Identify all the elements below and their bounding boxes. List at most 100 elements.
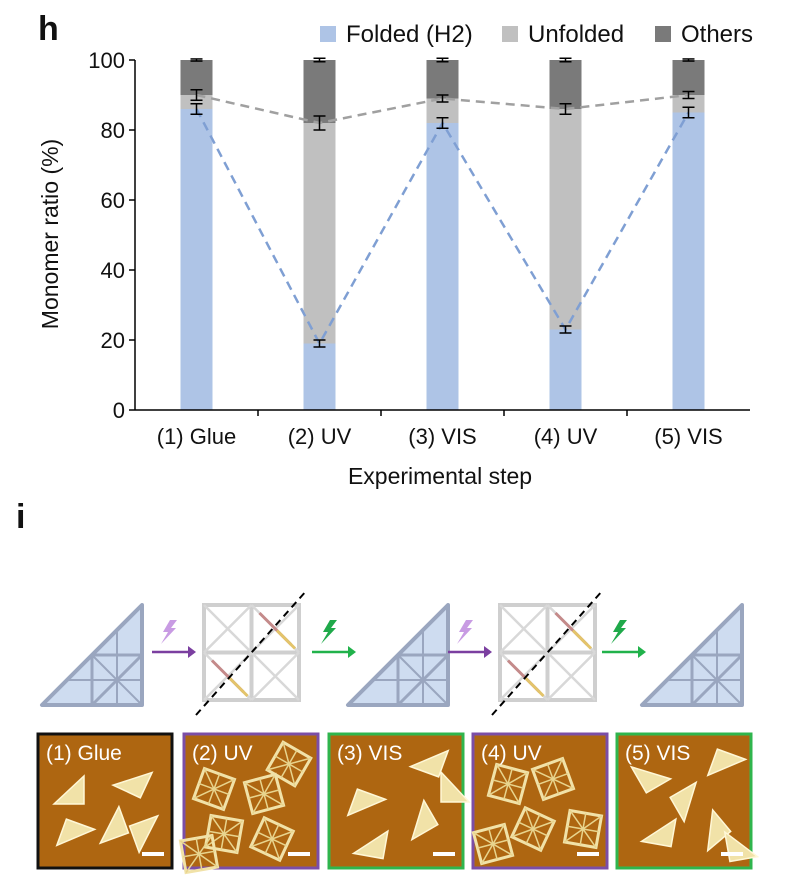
chart-legend: Folded (H2) Unfolded Others xyxy=(320,21,753,48)
chart-error-bars xyxy=(190,57,695,348)
afm-triangle-2 xyxy=(111,771,154,799)
bar-4-others xyxy=(549,60,582,109)
bar-5-others xyxy=(672,60,705,95)
afm-square-lattice-2 xyxy=(532,758,574,800)
afm-label-3: (3) VIS xyxy=(337,742,402,765)
arrow-head-icon xyxy=(188,646,196,658)
scale-bar xyxy=(433,852,455,856)
afm-square-lattice-3 xyxy=(511,807,555,851)
y-tick-label-60: 60 xyxy=(101,188,125,213)
folded-triangle-3 xyxy=(346,603,450,707)
bar-4-folded-h2 xyxy=(549,329,582,410)
afm-square-lattice-5 xyxy=(250,817,294,861)
origami-schematics xyxy=(40,590,744,716)
legend-swatch-3 xyxy=(655,26,671,42)
bar-1-unfolded xyxy=(180,95,213,109)
y-tick-label-20: 20 xyxy=(101,328,125,353)
legend-label-1: Folded (H2) xyxy=(346,21,473,48)
afm-label-4: (4) UV xyxy=(481,742,542,765)
bar-2-others xyxy=(303,60,336,123)
afm-triangle-3 xyxy=(706,748,748,777)
y-tick-label-0: 0 xyxy=(113,398,125,423)
arrow-head-icon xyxy=(484,646,492,658)
lightning-icon xyxy=(457,620,473,644)
afm-square-lattice-3 xyxy=(266,741,312,787)
afm-image-1: (1) Glue xyxy=(36,732,174,870)
bar-1-folded-h2 xyxy=(180,109,213,410)
uv-light-arrow-1 xyxy=(152,620,196,658)
stacked-bar-chart: Folded (H2) Unfolded Others 0 20 40 60 80 100 (1… xyxy=(37,21,753,489)
uv-light-arrow-3 xyxy=(448,620,492,658)
x-tick-label-2: (2) UV xyxy=(288,424,352,449)
scale-bar xyxy=(142,852,164,856)
bar-4-unfolded xyxy=(549,109,582,330)
afm-label-5: (5) VIS xyxy=(625,742,690,765)
afm-triangle-5 xyxy=(639,817,677,848)
afm-triangle-3 xyxy=(410,798,439,842)
afm-triangle-5 xyxy=(128,814,160,855)
afm-label-2: (2) UV xyxy=(192,742,253,765)
arrow-head-icon xyxy=(638,646,646,658)
vis-light-arrow-2 xyxy=(312,620,356,658)
lightning-icon xyxy=(321,620,337,644)
afm-triangle-2 xyxy=(669,780,698,824)
afm-image-3: (3) VIS xyxy=(327,732,471,870)
afm-image-4: (4) UV xyxy=(471,732,609,870)
afm-square-lattice-6 xyxy=(180,835,218,873)
afm-square-lattice-5 xyxy=(473,824,513,864)
afm-square-lattice-1 xyxy=(193,768,235,810)
afm-triangle-3 xyxy=(98,804,130,845)
chart-axes: 0 20 40 60 80 100 (1) Glue (2) UV (3) VIS (4) UV (… xyxy=(88,48,750,449)
afm-triangle-1 xyxy=(629,765,673,794)
y-tick-label-80: 80 xyxy=(101,118,125,143)
scale-bar xyxy=(721,852,743,856)
vis-light-arrow-4 xyxy=(602,620,646,658)
bar-5-unfolded xyxy=(672,95,705,113)
afm-image-5: (5) VIS xyxy=(615,732,760,870)
afm-label-1: (1) Glue xyxy=(46,742,122,765)
afm-image-row: (1) Glue (2) UV (3) VIS (4) UV (5) VIS xyxy=(36,732,760,875)
afm-triangle-5 xyxy=(440,770,471,803)
bar-5-folded-h2 xyxy=(672,112,705,410)
x-tick-label-4: (4) UV xyxy=(534,424,598,449)
afm-triangle-1 xyxy=(346,788,388,817)
legend-label-3: Others xyxy=(681,21,753,48)
x-tick-label-3: (3) VIS xyxy=(408,424,476,449)
y-tick-label-100: 100 xyxy=(88,48,125,73)
lightning-icon xyxy=(611,620,627,644)
chart-bars xyxy=(180,60,705,410)
folded-triangle-1 xyxy=(40,603,144,707)
afm-square-2 xyxy=(530,756,576,802)
legend-swatch-2 xyxy=(502,26,518,42)
afm-square-lattice-1 xyxy=(488,764,528,804)
afm-square-lattice-4 xyxy=(564,810,602,848)
afm-triangle-4 xyxy=(351,829,389,860)
y-axis-title: Monomer ratio (%) xyxy=(37,139,63,329)
afm-square-lattice-4 xyxy=(205,815,243,853)
x-tick-label-5: (5) VIS xyxy=(654,424,722,449)
bar-3-folded-h2 xyxy=(426,123,459,410)
legend-label-2: Unfolded xyxy=(528,21,624,48)
panel-i-label: i xyxy=(16,498,26,536)
afm-square-1 xyxy=(191,766,237,812)
bar-3-others xyxy=(426,60,459,99)
bar-2-unfolded xyxy=(303,123,336,344)
afm-triangle-4 xyxy=(706,808,732,853)
legend-swatch-1 xyxy=(320,26,336,42)
y-tick-label-40: 40 xyxy=(101,258,125,283)
folded-triangle-5 xyxy=(640,603,744,707)
scale-bar xyxy=(288,852,310,856)
unfolded-square-2 xyxy=(195,590,308,716)
afm-triangle-4 xyxy=(55,818,97,847)
bar-2-folded-h2 xyxy=(303,343,336,410)
x-tick-label-1: (1) Glue xyxy=(157,424,236,449)
afm-square-lattice-2 xyxy=(244,774,284,814)
x-axis-title: Experimental step xyxy=(348,463,532,489)
unfolded-square-4 xyxy=(491,590,604,716)
lightning-icon xyxy=(161,620,177,644)
afm-triangle-2 xyxy=(408,749,450,778)
scale-bar xyxy=(577,852,599,856)
arrow-head-icon xyxy=(348,646,356,658)
afm-image-2: (2) UV xyxy=(178,732,320,875)
afm-triangle-1 xyxy=(52,774,85,805)
